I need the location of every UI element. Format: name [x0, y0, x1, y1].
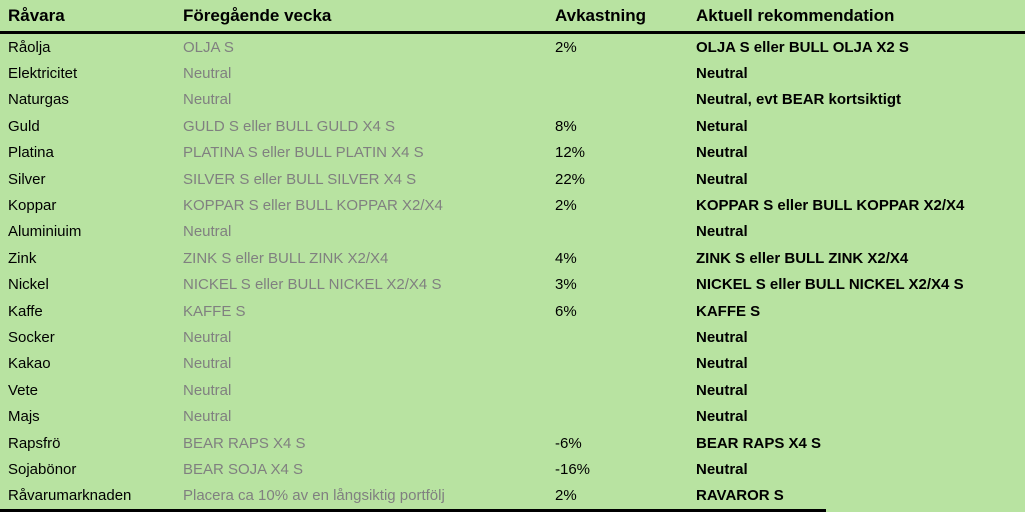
cell-rekommendation: Neutral — [696, 144, 748, 162]
cell-ravara: Rapsfrö — [8, 434, 61, 452]
cell-ravara: Sojabönor — [8, 460, 77, 478]
table-row: Elektricitet Neutral Neutral — [0, 60, 1025, 86]
cell-avkastning: 2% — [555, 197, 577, 215]
cell-rekommendation: Neutral — [696, 328, 748, 346]
cell-foregaende: Neutral — [183, 65, 232, 83]
cell-foregaende: Neutral — [183, 355, 232, 373]
table-row: Guld GULD S eller BULL GULD X4 S 8% Netural — [0, 113, 1025, 139]
cell-ravara: Koppar — [8, 197, 57, 215]
cell-rekommendation: Neutral — [696, 65, 748, 83]
table-row: Socker Neutral Neutral — [0, 324, 1025, 350]
cell-avkastning: 2% — [555, 487, 577, 505]
cell-ravara: Platina — [8, 144, 54, 162]
column-header-rekommendation: Aktuell rekommendation — [696, 5, 895, 25]
cell-foregaende: BEAR SOJA X4 S — [183, 460, 304, 478]
cell-foregaende: KAFFE S — [183, 302, 246, 320]
cell-rekommendation: RAVAROR S — [696, 487, 784, 505]
cell-rekommendation: Neutral — [696, 355, 748, 373]
table-row: Sojabönor BEAR SOJA X4 S -16% Neutral — [0, 456, 1025, 482]
cell-rekommendation: KAFFE S — [696, 302, 761, 320]
cell-ravara: Råolja — [8, 38, 51, 56]
table-row: Koppar KOPPAR S eller BULL KOPPAR X2/X4 2%… — [0, 192, 1025, 218]
cell-rekommendation: KOPPAR S eller BULL KOPPAR X2/X4 — [696, 197, 965, 215]
table-row: Zink ZINK S eller BULL ZINK X2/X4 4% ZINK S… — [0, 245, 1025, 271]
table-header-row: Råvara Föregående vecka Avkastning Aktue… — [0, 0, 1025, 34]
cell-foregaende: OLJA S — [183, 38, 234, 56]
cell-foregaende: Neutral — [183, 223, 232, 241]
table-row: Kaffe KAFFE S 6% KAFFE S — [0, 298, 1025, 324]
cell-foregaende: GULD S eller BULL GULD X4 S — [183, 117, 396, 135]
cell-rekommendation: NICKEL S eller BULL NICKEL X2/X4 S — [696, 276, 964, 294]
cell-foregaende: Neutral — [183, 91, 232, 109]
cell-ravara: Silver — [8, 170, 46, 188]
cell-rekommendation: Neutral — [696, 408, 748, 426]
cell-avkastning: 8% — [555, 117, 577, 135]
cell-rekommendation: Netural — [696, 117, 748, 135]
table-row: Råolja OLJA S 2% OLJA S eller BULL OLJA X2 … — [0, 34, 1025, 60]
table-row: Naturgas Neutral Neutral, evt BEAR kortsik… — [0, 87, 1025, 113]
table-row: Rapsfrö BEAR RAPS X4 S -6% BEAR RAPS X4 S — [0, 430, 1025, 456]
cell-foregaende: Neutral — [183, 408, 232, 426]
cell-rekommendation: Neutral — [696, 381, 748, 399]
cell-ravara: Elektricitet — [8, 65, 78, 83]
cell-rekommendation: Neutral — [696, 460, 748, 478]
cell-foregaende: PLATINA S eller BULL PLATIN X4 S — [183, 144, 424, 162]
cell-avkastning: 6% — [555, 302, 577, 320]
cell-foregaende: Neutral — [183, 381, 232, 399]
cell-ravara: Vete — [8, 381, 39, 399]
table-row: Aluminiuim Neutral Neutral — [0, 219, 1025, 245]
table-row: Nickel NICKEL S eller BULL NICKEL X2/X4 S… — [0, 272, 1025, 298]
cell-foregaende: NICKEL S eller BULL NICKEL X2/X4 S — [183, 276, 442, 294]
cell-rekommendation: Neutral — [696, 170, 748, 188]
cell-ravara: Kaffe — [8, 302, 43, 320]
column-header-foregaende: Föregående vecka — [183, 5, 332, 25]
cell-avkastning: 3% — [555, 276, 577, 294]
cell-rekommendation: OLJA S eller BULL OLJA X2 S — [696, 38, 909, 56]
cell-avkastning: 2% — [555, 38, 577, 56]
cell-avkastning: -16% — [555, 460, 591, 478]
cell-foregaende: KOPPAR S eller BULL KOPPAR X2/X4 — [183, 197, 443, 215]
cell-ravara: Naturgas — [8, 91, 69, 109]
cell-foregaende: SILVER S eller BULL SILVER X4 S — [183, 170, 417, 188]
cell-ravara: Majs — [8, 408, 40, 426]
table-row: Råvarumarknaden Placera ca 10% av en lång… — [0, 483, 1025, 509]
cell-foregaende: Neutral — [183, 328, 232, 346]
cell-rekommendation: BEAR RAPS X4 S — [696, 434, 822, 452]
cell-ravara: Kakao — [8, 355, 51, 373]
table-row: Silver SILVER S eller BULL SILVER X4 S 22%… — [0, 166, 1025, 192]
cell-ravara: Nickel — [8, 276, 49, 294]
cell-foregaende: ZINK S eller BULL ZINK X2/X4 — [183, 249, 389, 267]
cell-avkastning: 22% — [555, 170, 586, 188]
cell-avkastning: 12% — [555, 144, 586, 162]
cell-rekommendation: Neutral, evt BEAR kortsiktigt — [696, 91, 902, 109]
cell-ravara: Aluminiuim — [8, 223, 82, 241]
table-body: Råolja OLJA S 2% OLJA S eller BULL OLJA X2 … — [0, 34, 1025, 509]
cell-rekommendation: ZINK S eller BULL ZINK X2/X4 — [696, 249, 909, 267]
table-row: Platina PLATINA S eller BULL PLATIN X4 S 1… — [0, 140, 1025, 166]
cell-avkastning: 4% — [555, 249, 577, 267]
table-row: Majs Neutral Neutral — [0, 403, 1025, 429]
table-row: Vete Neutral Neutral — [0, 377, 1025, 403]
cell-ravara: Socker — [8, 328, 55, 346]
cell-rekommendation: Neutral — [696, 223, 748, 241]
cell-ravara: Råvarumarknaden — [8, 487, 132, 505]
column-header-ravara: Råvara — [8, 5, 65, 25]
cell-foregaende: Placera ca 10% av en långsiktig portfölj — [183, 487, 445, 505]
table-bottom-border — [0, 509, 826, 512]
table-row: Kakao Neutral Neutral — [0, 351, 1025, 377]
column-header-avkastning: Avkastning — [555, 5, 647, 25]
cell-avkastning: -6% — [555, 434, 582, 452]
cell-foregaende: BEAR RAPS X4 S — [183, 434, 306, 452]
cell-ravara: Guld — [8, 117, 40, 135]
cell-ravara: Zink — [8, 249, 37, 267]
